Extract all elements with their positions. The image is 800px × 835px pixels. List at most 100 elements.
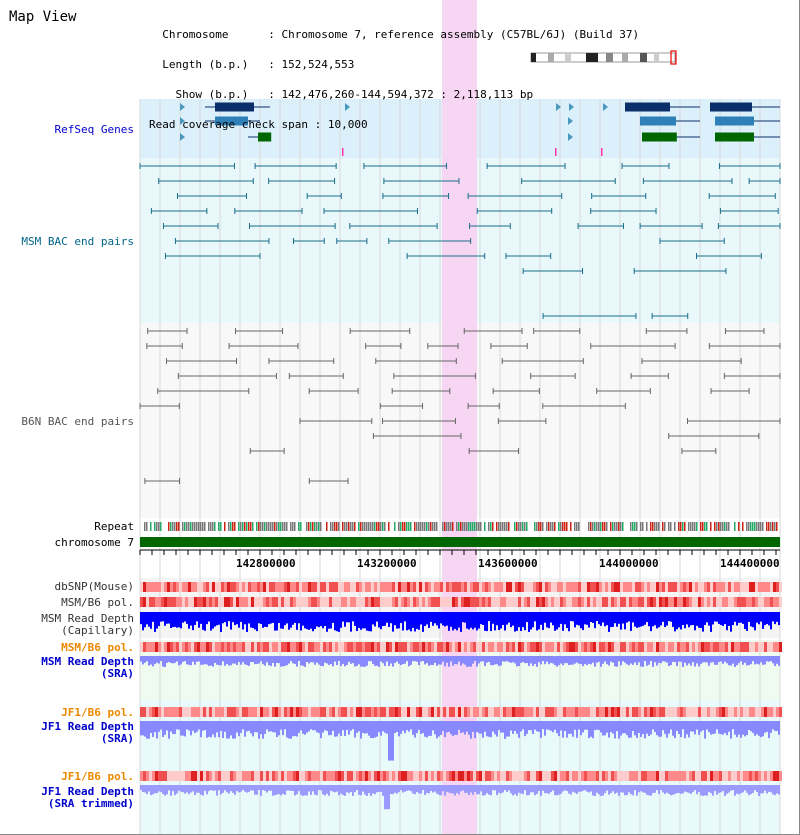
track-label-repeat[interactable]: Repeat [94,520,134,533]
read-depth-bar [156,656,158,663]
read-depth-bar [778,785,780,795]
track-label-jf1-b6-pol-2[interactable]: JF1/B6 pol. [61,770,134,783]
polymorphism-cell [548,582,551,592]
polymorphism-cell [467,707,470,717]
repeat-element [202,522,204,531]
read-depth-bar [512,612,514,626]
polymorphism-cell [209,771,212,781]
polymorphism-cell [431,771,434,781]
track-label-msm-bac[interactable]: MSM BAC end pairs [21,235,134,248]
read-depth-bar [628,785,630,793]
polymorphism-cell [146,582,149,592]
polymorphism-cell [551,642,554,652]
polymorphism-cell [329,707,332,717]
polymorphism-cell [356,642,359,652]
read-depth-bar [418,785,420,794]
polymorphism-cell [770,597,773,607]
track-label-jf1-b6-pol-1[interactable]: JF1/B6 pol. [61,706,134,719]
track-label-msm-b6-pol-1[interactable]: MSM/B6 pol. [61,596,134,609]
track-label-jf1-depth-trimmed[interactable]: JF1 Read Depth (SRA trimmed) [41,786,134,810]
polymorphism-cell [149,582,152,592]
polymorphism-cell [197,597,200,607]
track-label-jf1-depth-sra[interactable]: JF1 Read Depth (SRA) [41,721,134,745]
polymorphism-cell [362,597,365,607]
polymorphism-cell [326,707,329,717]
read-depth-bar [624,656,626,663]
repeat-element [542,522,544,531]
read-depth-bar [272,612,274,623]
read-depth-bar [516,785,518,796]
polymorphism-cell [644,642,647,652]
read-depth-bar [440,721,442,735]
polymorphism-cell [149,771,152,781]
polymorphism-cell [668,597,671,607]
track-label-msm-b6-pol-2[interactable]: MSM/B6 pol. [61,641,134,654]
polymorphism-cell [449,707,452,717]
polymorphism-cell [158,642,161,652]
track-label-msm-depth-capillary[interactable]: MSM Read Depth (Capillary) [41,613,134,637]
polymorphism-cell [416,597,419,607]
polymorphism-cell [638,707,641,717]
polymorphism-cell [689,597,692,607]
polymorphism-cell [191,771,194,781]
read-depth-bar [674,785,676,794]
read-depth-bar [468,721,470,735]
read-depth-bar [314,656,316,665]
read-depth-bar [236,785,238,792]
polymorphism-cell [386,582,389,592]
polymorphism-cell [761,771,764,781]
read-depth-bar [650,656,652,662]
polymorphism-cell [722,707,725,717]
polymorphism-cell [335,707,338,717]
read-depth-bar [620,612,622,630]
read-depth-bar [370,785,372,796]
read-depth-bar [508,656,510,663]
read-depth-bar [256,656,258,664]
read-depth-bar [480,721,482,734]
polymorphism-cell [221,771,224,781]
read-depth-bar [448,612,450,631]
read-depth-bar [526,612,528,623]
gene-exon [715,116,754,126]
read-depth-bar [604,656,606,662]
polymorphism-cell [203,582,206,592]
polymorphism-cell [452,597,455,607]
read-depth-bar [760,612,762,622]
read-depth-bar [310,785,312,795]
polymorphism-cell [272,707,275,717]
read-depth-bar [218,785,220,791]
read-depth-bar [370,721,372,739]
polymorphism-cell [443,771,446,781]
read-depth-bar [288,656,290,664]
polymorphism-cell [707,707,710,717]
polymorphism-cell [692,597,695,607]
track-label-refseq-genes[interactable]: RefSeq Genes [54,123,134,136]
polymorphism-cell [767,707,770,717]
track-label-msm-depth-sra[interactable]: MSM Read Depth (SRA) [41,656,134,680]
polymorphism-cell [569,642,572,652]
polymorphism-cell [434,582,437,592]
read-depth-bar [436,612,438,626]
polymorphism-cell [515,771,518,781]
gene-exon [715,132,754,142]
polymorphism-cell [155,582,158,592]
read-depth-bar [368,785,370,794]
read-depth-bar [350,785,352,792]
repeat-element [678,522,680,531]
read-depth-bar [606,721,608,733]
read-depth-bar [154,656,156,665]
repeat-element [246,522,248,531]
track-label-b6n-bac[interactable]: B6N BAC end pairs [21,415,134,428]
read-depth-bar [492,721,494,732]
polymorphism-cell [293,582,296,592]
read-depth-bar [550,785,552,793]
repeat-element [420,522,422,531]
polymorphism-cell [455,582,458,592]
repeat-element [256,522,258,531]
track-label-dbsnp[interactable]: dbSNP(Mouse) [54,580,134,593]
polymorphism-cell [221,597,224,607]
read-depth-bar [502,785,504,793]
polymorphism-cell [323,642,326,652]
read-depth-bar [604,721,606,736]
coverage-value: 10,000 [327,118,368,131]
